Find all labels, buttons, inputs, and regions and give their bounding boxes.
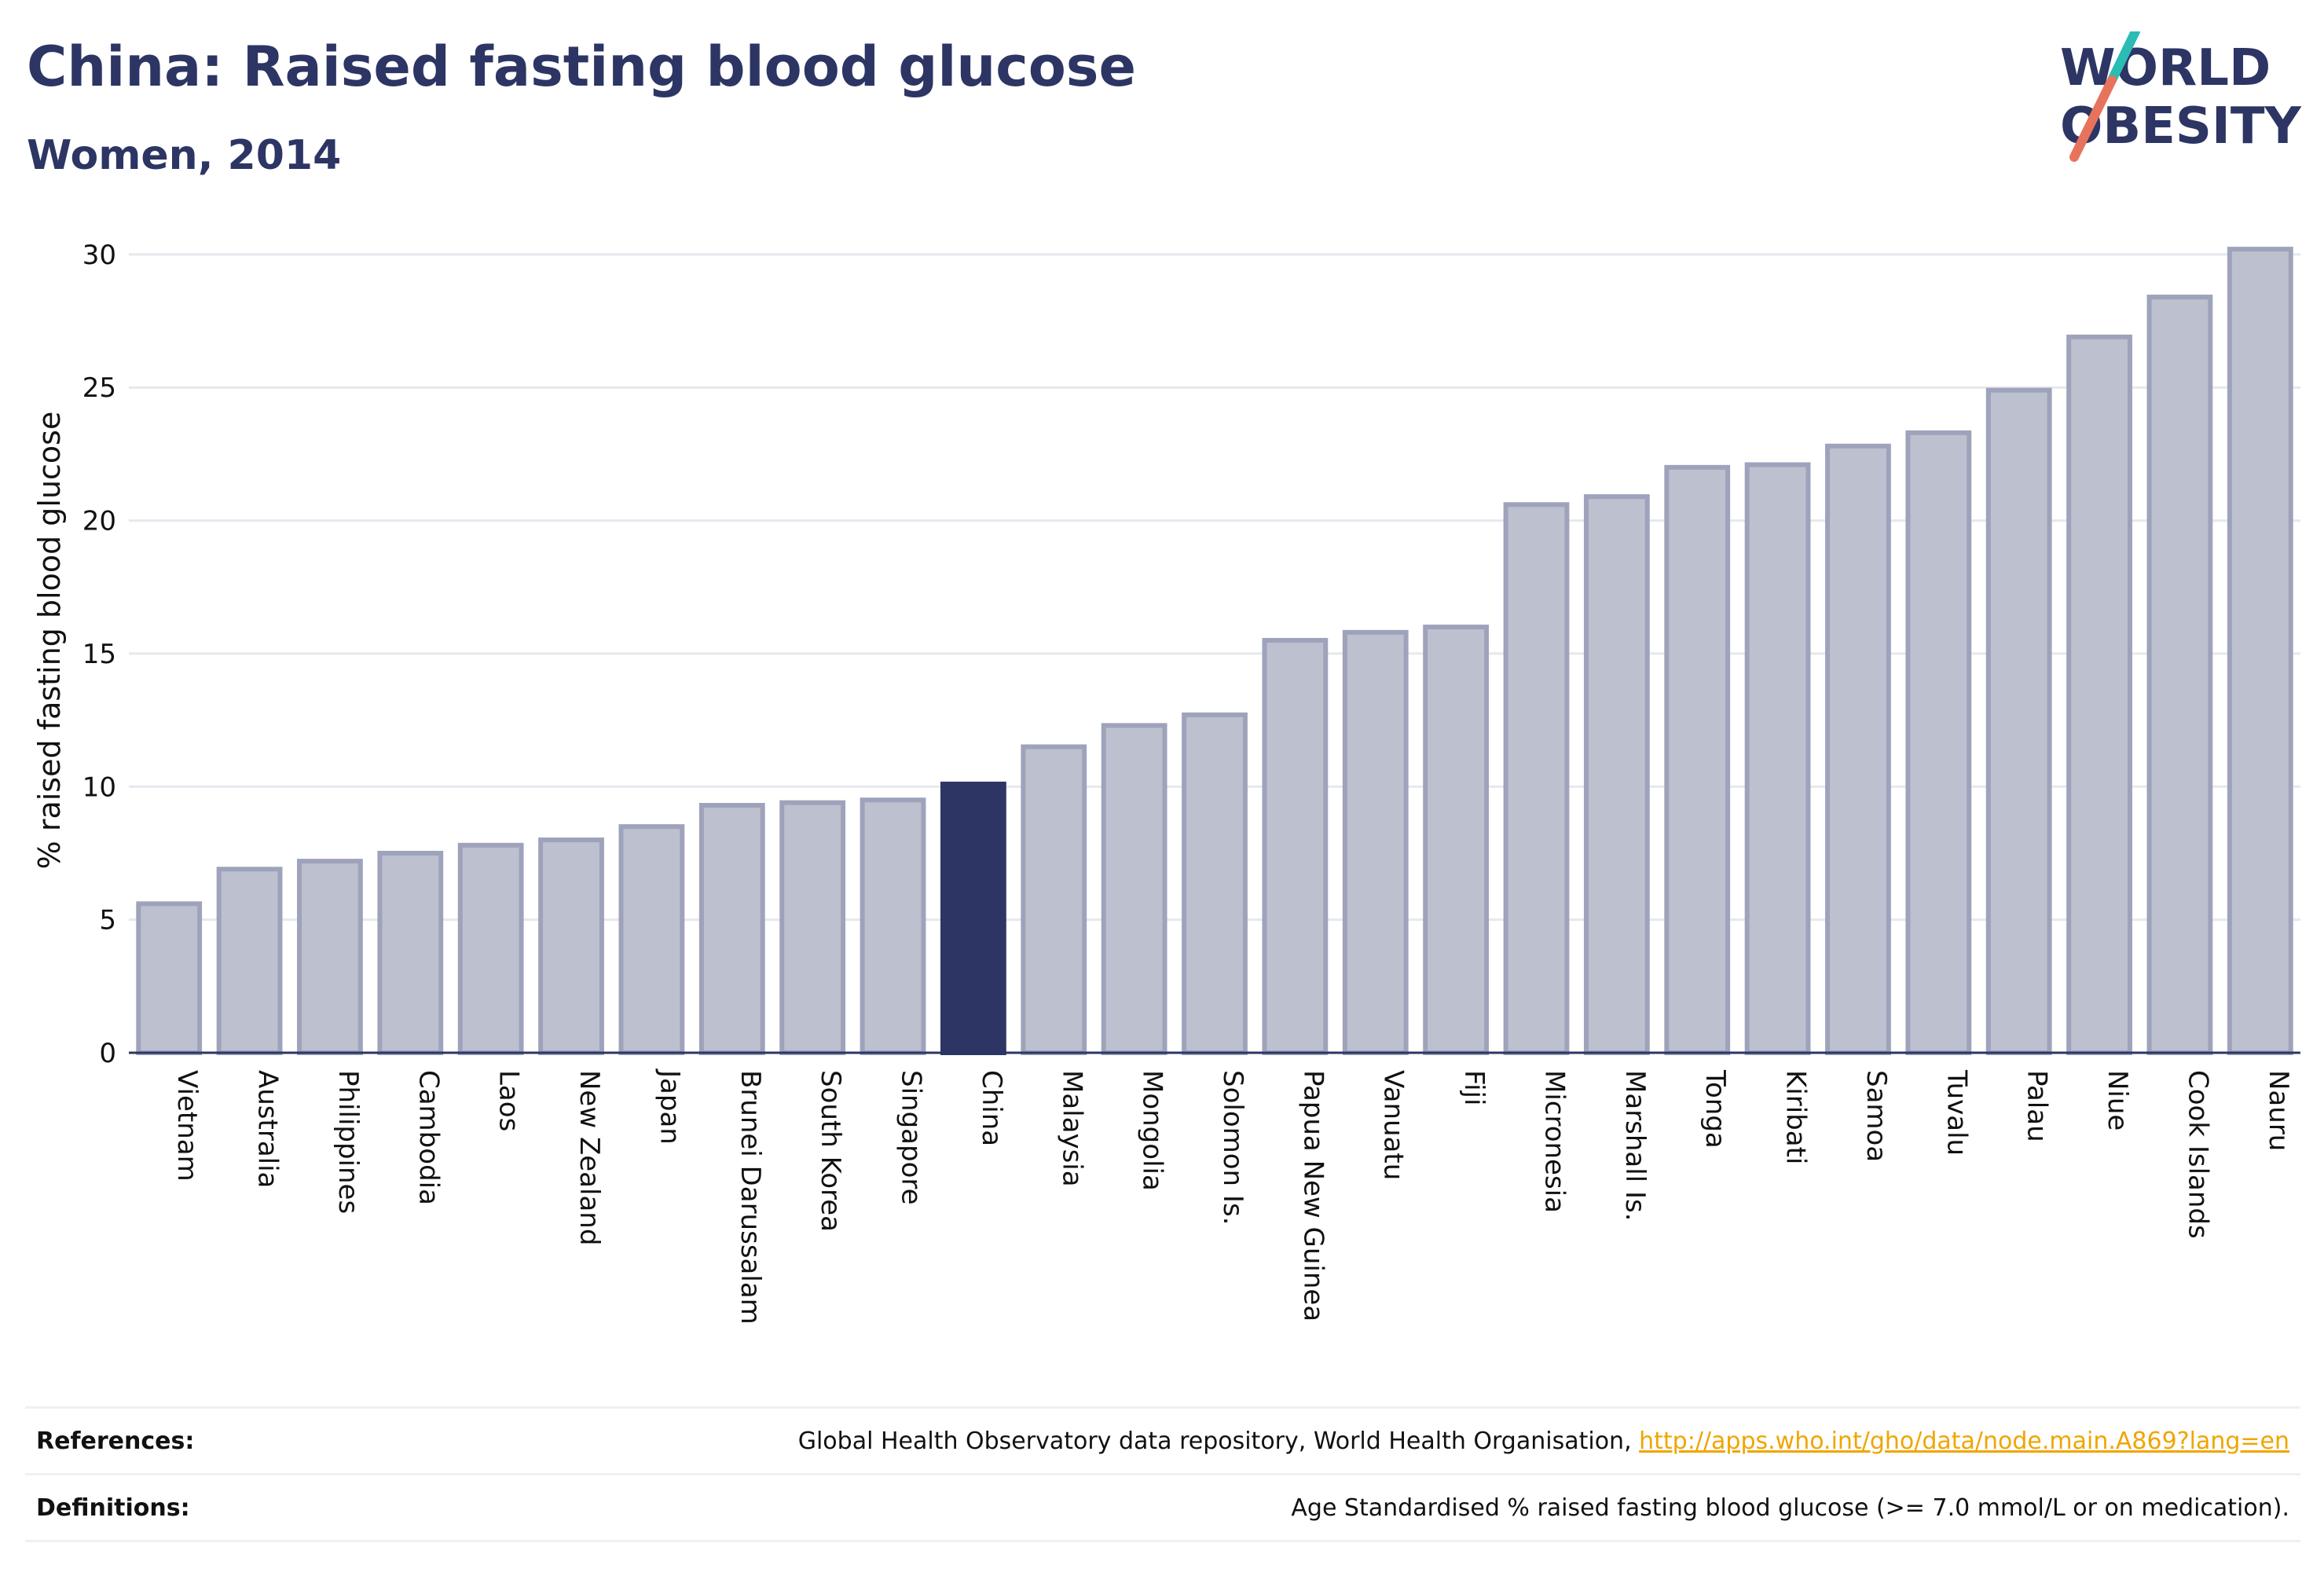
bar-south-korea bbox=[779, 800, 846, 1055]
x-tick-label: Australia bbox=[252, 1070, 284, 1188]
chart-title: China: Raised fasting blood glucose bbox=[27, 35, 1136, 99]
bar-micronesia bbox=[1503, 502, 1570, 1055]
x-tick-label: Cambodia bbox=[412, 1070, 444, 1205]
bar-australia bbox=[216, 867, 283, 1055]
chart-subtitle: Women, 2014 bbox=[27, 132, 342, 179]
definitions-row: Definitions: Age Standardised % raised f… bbox=[25, 1473, 2300, 1542]
x-tick-label: Fiji bbox=[1458, 1070, 1490, 1105]
bar-vanuatu bbox=[1342, 629, 1409, 1055]
x-tick-label: Brunei Darussalam bbox=[735, 1070, 766, 1325]
logo-slash-bottom bbox=[2069, 75, 2117, 162]
bar-tonga bbox=[1664, 464, 1731, 1055]
x-tick-label: Mongolia bbox=[1137, 1070, 1168, 1191]
definitions-label: Definitions: bbox=[36, 1494, 190, 1522]
footer: References: Global Health Observatory da… bbox=[25, 1406, 2300, 1542]
bar-singapore bbox=[860, 797, 926, 1056]
bar-vietnam bbox=[136, 901, 203, 1056]
x-tick-label: Samoa bbox=[1860, 1070, 1892, 1162]
references-text: Global Health Observatory data repositor… bbox=[797, 1427, 1640, 1455]
x-tick-label: Palau bbox=[2022, 1070, 2053, 1142]
bar-philippines bbox=[297, 859, 363, 1055]
bar-tuvalu bbox=[1905, 430, 1972, 1055]
bar-new-zealand bbox=[538, 837, 604, 1055]
bar-brunei-darussalam bbox=[698, 803, 765, 1055]
x-tick-label: South Korea bbox=[815, 1070, 846, 1232]
y-tick-label: 30 bbox=[82, 240, 116, 271]
bar-nauru bbox=[2227, 247, 2293, 1055]
bar-china bbox=[940, 781, 1006, 1055]
bar-kiribati bbox=[1744, 462, 1811, 1055]
bar-palau bbox=[1985, 387, 2052, 1055]
y-tick-label: 20 bbox=[82, 506, 116, 537]
y-axis-ticks: 0 5 10 15 20 25 30 bbox=[82, 240, 116, 1069]
x-tick-label: Niue bbox=[2102, 1070, 2133, 1131]
bar-japan bbox=[618, 824, 685, 1056]
x-tick-label: Malaysia bbox=[1056, 1070, 1087, 1187]
x-axis-labels: Vietnam Australia Philippines Cambodia Laos N… bbox=[171, 1068, 2294, 1325]
definitions-text: Age Standardised % raised fasting blood … bbox=[1291, 1494, 2289, 1522]
bar-mongolia bbox=[1101, 723, 1167, 1055]
x-tick-label: Cook Islands bbox=[2182, 1070, 2213, 1239]
references-row: References: Global Health Observatory da… bbox=[25, 1406, 2300, 1473]
world-obesity-logo: WORLD OBESITY bbox=[2060, 31, 2301, 162]
x-tick-label: Kiribati bbox=[1780, 1070, 1812, 1164]
bar-malaysia bbox=[1021, 744, 1087, 1056]
x-tick-label: Tonga bbox=[1699, 1069, 1731, 1149]
bar-fiji bbox=[1423, 625, 1490, 1055]
x-tick-label: China bbox=[976, 1070, 1007, 1146]
x-tick-label: Vanuatu bbox=[1378, 1070, 1409, 1180]
bar-papua-new-guinea bbox=[1262, 638, 1329, 1055]
references-value: Global Health Observatory data repositor… bbox=[798, 1428, 2289, 1455]
bar-niue bbox=[2066, 334, 2132, 1055]
bar-cambodia bbox=[377, 850, 444, 1056]
bar-chart: 0 5 10 15 20 25 30 Vietnam Australia Philippines… bbox=[32, 240, 2300, 1325]
x-tick-label: Papua New Guinea bbox=[1297, 1070, 1329, 1321]
x-tick-label: Micronesia bbox=[1538, 1070, 1570, 1213]
bar-solomon-is bbox=[1182, 712, 1248, 1055]
y-tick-label: 10 bbox=[82, 772, 116, 803]
x-tick-label: Laos bbox=[493, 1070, 525, 1131]
x-tick-label: Singapore bbox=[896, 1070, 927, 1205]
x-tick-label: Solomon Is. bbox=[1217, 1070, 1248, 1225]
x-tick-label: Tuvalu bbox=[1941, 1069, 1972, 1156]
bar-cook-islands bbox=[2146, 295, 2213, 1055]
references-link[interactable]: http://apps.who.int/gho/data/node.main.A… bbox=[1639, 1427, 2289, 1455]
y-tick-label: 25 bbox=[82, 372, 116, 404]
bar-laos bbox=[457, 842, 524, 1055]
references-label: References: bbox=[36, 1427, 195, 1455]
y-tick-label: 15 bbox=[82, 639, 116, 670]
x-tick-label: Marshall Is. bbox=[1619, 1070, 1651, 1222]
bar-samoa bbox=[1825, 443, 1891, 1055]
x-tick-label: Vietnam bbox=[171, 1070, 203, 1182]
logo-line1: WORLD bbox=[2060, 39, 2271, 97]
y-tick-label: 5 bbox=[99, 905, 116, 936]
x-tick-label: Japan bbox=[654, 1068, 685, 1145]
logo-slash-top bbox=[2107, 31, 2140, 85]
x-tick-label: New Zealand bbox=[574, 1070, 605, 1245]
bar-marshall-is bbox=[1583, 494, 1650, 1055]
y-tick-label: 0 bbox=[99, 1038, 116, 1069]
y-axis-label: % raised fasting blood glucose bbox=[32, 412, 67, 870]
x-tick-label: Philippines bbox=[332, 1070, 364, 1214]
x-tick-label: Nauru bbox=[2263, 1070, 2294, 1151]
bars bbox=[136, 247, 2293, 1056]
